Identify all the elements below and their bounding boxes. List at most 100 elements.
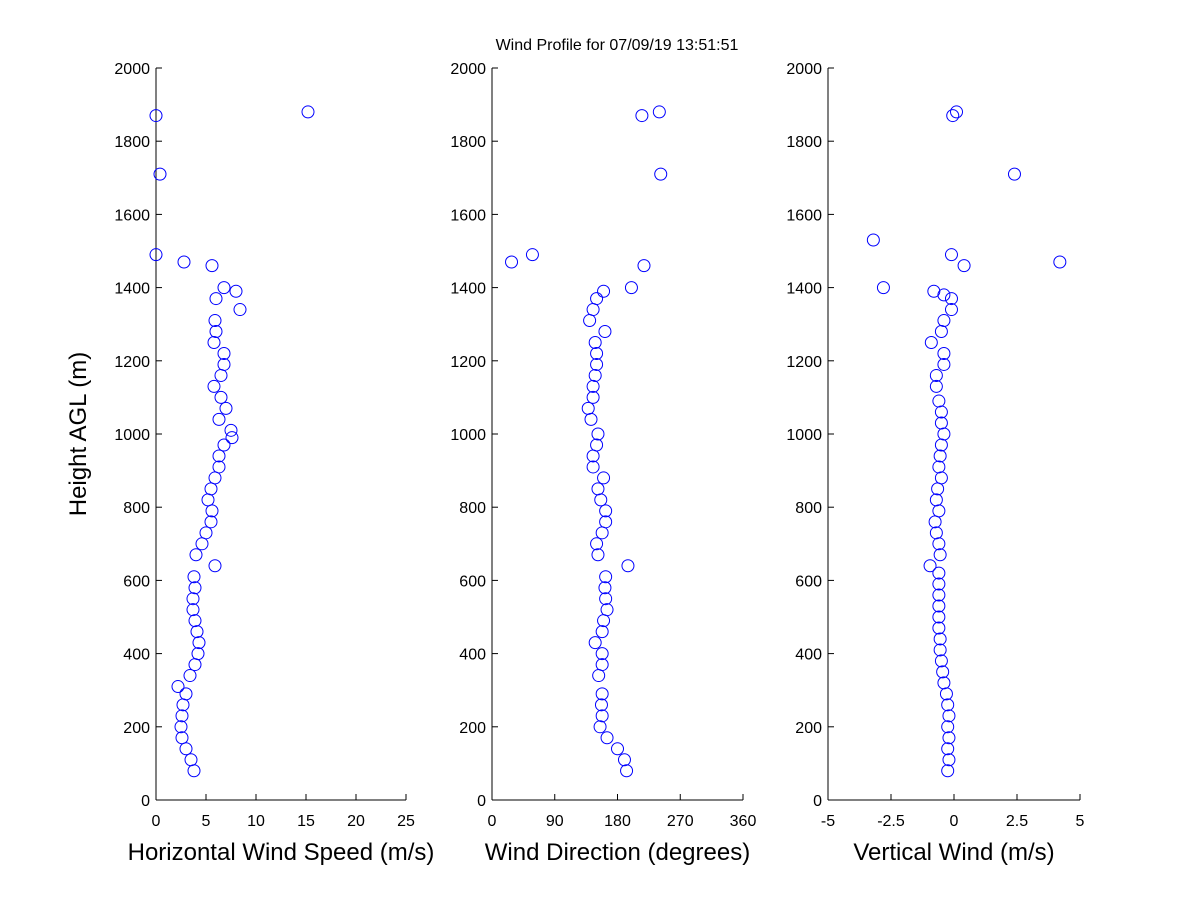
y-tick-label: 1400	[450, 281, 486, 298]
data-point	[212, 449, 226, 463]
y-tick-label: 1600	[114, 207, 150, 224]
data-point	[927, 284, 941, 298]
data-point	[590, 292, 604, 306]
data-point	[179, 742, 193, 756]
data-point	[599, 515, 613, 529]
x-tick-label: 5	[202, 813, 211, 830]
data-point	[199, 526, 213, 540]
data-point	[934, 471, 948, 485]
data-point	[153, 167, 167, 181]
data-point	[584, 412, 598, 426]
data-point	[583, 314, 597, 328]
x-tick-label: 90	[546, 813, 564, 830]
data-point	[936, 665, 950, 679]
data-point	[187, 764, 201, 778]
data-point	[191, 647, 205, 661]
data-point	[941, 764, 955, 778]
x-tick-label: 5	[1076, 813, 1085, 830]
data-point	[595, 647, 609, 661]
data-point	[928, 515, 942, 529]
data-point	[941, 742, 955, 756]
data-point	[937, 676, 951, 690]
y-tick-label: 0	[141, 793, 150, 810]
y-tick-label: 800	[123, 500, 150, 517]
data-point	[924, 336, 938, 349]
data-point	[217, 438, 231, 452]
data-point	[505, 255, 519, 269]
y-tick-label: 1000	[786, 427, 822, 444]
data-point	[932, 566, 946, 580]
data-point	[208, 559, 222, 573]
data-point	[934, 438, 948, 452]
data-point	[188, 614, 202, 628]
data-point	[204, 515, 218, 529]
y-tick-label: 0	[477, 793, 486, 810]
y-tick-label: 600	[795, 573, 822, 590]
data-point	[190, 625, 204, 639]
y-tick-label: 1600	[450, 207, 486, 224]
data-point	[208, 314, 222, 328]
data-point	[188, 581, 202, 595]
data-point	[621, 559, 635, 573]
data-point	[599, 592, 613, 606]
data-point	[205, 504, 219, 518]
data-point	[937, 288, 951, 302]
data-point	[600, 731, 614, 745]
y-tick-label: 1800	[450, 134, 486, 151]
data-point	[217, 346, 231, 360]
data-point	[195, 537, 209, 551]
data-point	[932, 460, 946, 474]
y-tick-label: 1800	[786, 134, 822, 151]
data-point	[944, 303, 958, 317]
data-point	[933, 643, 947, 657]
data-point	[591, 548, 605, 562]
y-tick-label: 400	[123, 647, 150, 664]
y-tick-label: 1000	[450, 427, 486, 444]
data-point	[942, 709, 956, 723]
data-point	[201, 493, 215, 507]
data-point	[595, 687, 609, 701]
x-axis-label: Vertical Wind (m/s)	[853, 839, 1054, 866]
data-point	[597, 284, 611, 298]
data-point	[591, 482, 605, 496]
data-point	[214, 390, 228, 404]
figure-title: Wind Profile for 07/09/19 13:51:51	[496, 37, 739, 54]
data-point	[652, 105, 666, 119]
data-point	[937, 346, 951, 360]
data-point	[224, 423, 238, 437]
y-tick-label: 1200	[114, 354, 150, 371]
data-point	[941, 698, 955, 712]
data-point	[586, 379, 600, 393]
data-point	[929, 379, 943, 393]
y-tick-label: 800	[459, 500, 486, 517]
x-tick-label: 20	[347, 813, 365, 830]
x-tick-label: -2.5	[877, 813, 905, 830]
x-tick-label: 10	[247, 813, 265, 830]
data-point	[598, 581, 612, 595]
data-point	[933, 548, 947, 562]
y-tick-label: 1000	[114, 427, 150, 444]
data-point	[590, 438, 604, 452]
data-point	[189, 548, 203, 562]
x-tick-label: 180	[604, 813, 631, 830]
data-point	[149, 248, 163, 262]
y-tick-label: 1800	[114, 134, 150, 151]
y-tick-label: 200	[123, 720, 150, 737]
data-point	[937, 427, 951, 441]
y-tick-label: 2000	[450, 61, 486, 78]
data-point	[208, 471, 222, 485]
data-point	[214, 368, 228, 382]
data-point	[591, 427, 605, 441]
data-point	[932, 394, 946, 408]
data-point	[186, 592, 200, 606]
data-point	[600, 603, 614, 617]
y-tick-label: 1400	[786, 281, 822, 298]
x-tick-label: 360	[730, 813, 757, 830]
data-point	[212, 412, 226, 426]
y-tick-label: 600	[123, 573, 150, 590]
data-point	[594, 698, 608, 712]
data-point	[586, 460, 600, 474]
data-point	[939, 687, 953, 701]
data-point	[611, 742, 624, 756]
